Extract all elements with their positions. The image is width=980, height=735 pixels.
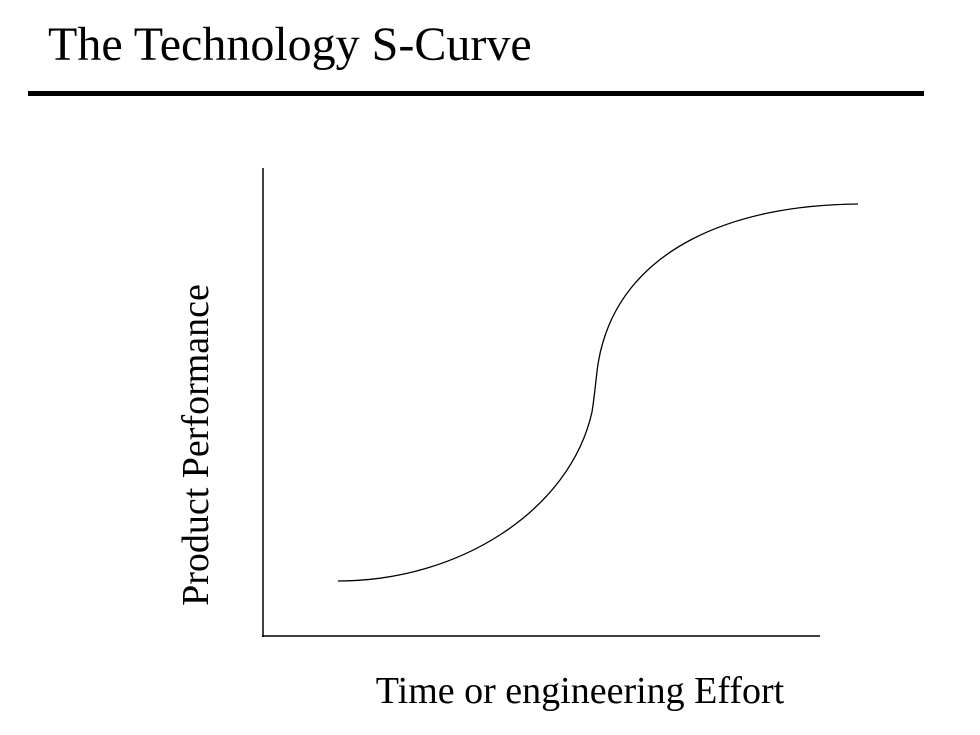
slide-title: The Technology S-Curve — [48, 18, 532, 71]
title-divider — [28, 91, 924, 96]
y-axis-label: Product Performance — [175, 284, 217, 606]
s-curve-line — [337, 203, 859, 582]
x-axis-label: Time or engineering Effort — [376, 670, 785, 712]
